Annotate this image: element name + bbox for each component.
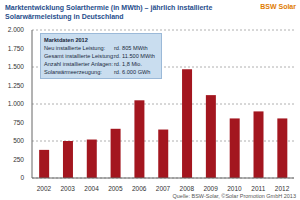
html-text:Marktdaten 2012: Marktdaten 2012 — [44, 37, 88, 43]
svg-text:2.000: 2.000 — [8, 26, 24, 33]
svg-text:250: 250 — [13, 156, 24, 163]
svg-text:0: 0 — [20, 174, 24, 181]
svg-text:2007: 2007 — [156, 185, 171, 192]
svg-text:2011: 2011 — [251, 185, 265, 192]
html-text:Marktentwicklung Solarthermie: Marktentwicklung Solarthermie (in MWth) … — [5, 4, 213, 20]
svg-text:2010: 2010 — [227, 185, 242, 192]
html-text:Neu installierte Leistung:: Neu installierte Leistung: — [44, 45, 106, 51]
svg-text:1.000: 1.000 — [8, 100, 24, 107]
svg-text:500: 500 — [13, 137, 24, 144]
svg-text:2008: 2008 — [180, 185, 195, 192]
svg-text:2009: 2009 — [203, 185, 218, 192]
html-text:rd. 805 MWth: rd. 805 MWth — [114, 45, 148, 51]
html-text:Solarwärmeerzeugung:: Solarwärmeerzeugung: — [44, 69, 102, 75]
html-text:rd. 6.000 GWh: rd. 6.000 GWh — [114, 69, 151, 75]
html-text:Quelle: BSW-Solar, ©Solar Prom: Quelle: BSW-Solar, ©Solar Promotion GmbH… — [172, 193, 296, 199]
svg-text:2002: 2002 — [37, 185, 52, 192]
svg-text:1.750: 1.750 — [8, 45, 24, 52]
svg-text:1.500: 1.500 — [8, 63, 24, 70]
svg-text:2005: 2005 — [108, 185, 123, 192]
svg-text:750: 750 — [13, 119, 24, 126]
svg-text:2003: 2003 — [60, 185, 75, 192]
svg-text:1.250: 1.250 — [8, 82, 24, 89]
html-text:Anzahl installierter Anlagen:: Anzahl installierter Anlagen: rd. 1,8 Mi… — [44, 61, 142, 67]
html-text:Gesamt installierte Leistung:: Gesamt installierte Leistung: rd. 11.500… — [44, 53, 155, 59]
html-text:BSW Solar: BSW Solar — [260, 3, 296, 10]
svg-text:2012: 2012 — [275, 185, 290, 192]
svg-text:2004: 2004 — [84, 185, 99, 192]
svg-text:2006: 2006 — [132, 185, 147, 192]
